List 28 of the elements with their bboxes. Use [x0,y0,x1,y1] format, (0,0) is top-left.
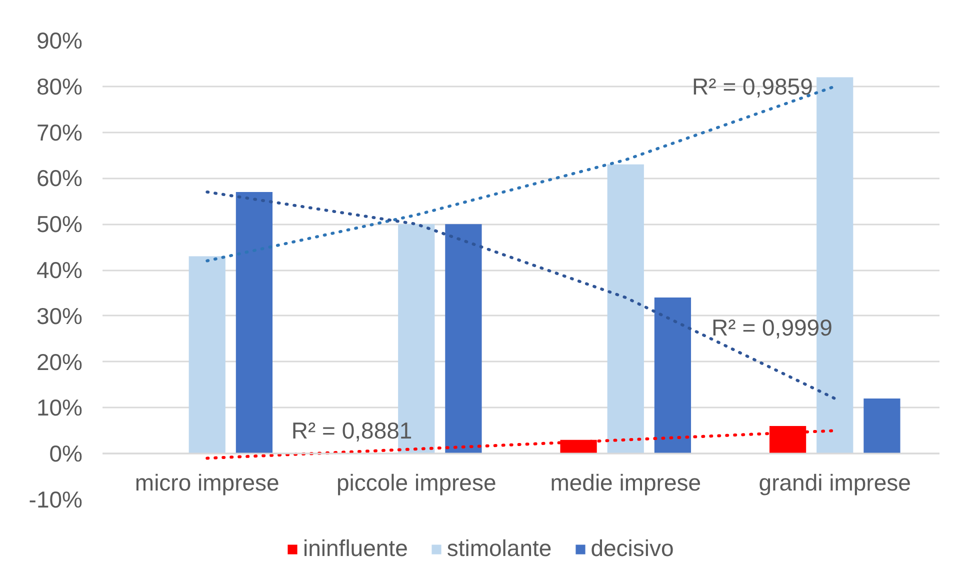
y-tick-label: 20% [36,348,83,375]
y-tick-label: 80% [36,73,83,100]
y-tick-label: 30% [36,302,83,329]
y-tick-label: 40% [36,257,83,283]
x-tick-label: piccole imprese [336,470,496,496]
line-series [206,190,836,400]
legend-label: stimolante [446,535,552,562]
y-tick-label: 50% [36,211,83,238]
annotation: R² = 0,9859 [692,73,813,100]
annotation: R² = 0,9999 [712,314,832,340]
x-tick-label: micro imprese [134,470,280,496]
y-tick-label: 10% [36,394,83,421]
bar [654,298,692,454]
y-tick-label: 90% [36,28,83,54]
y-tick-label: 0% [49,440,83,467]
bar [607,164,644,454]
x-tick-label: medie imprese [550,470,702,496]
bar [188,256,226,454]
legend-label: ininfluente [303,535,408,562]
y-tick-label: 60% [36,165,83,192]
x-tick-label: grandi imprese [758,470,911,496]
annotation: R² = 0,8881 [291,418,412,444]
y-tick-label: 70% [36,119,83,146]
legend-label: decisivo [590,535,674,562]
bar [445,224,482,454]
bar [236,192,273,454]
y-tick-label: -10% [28,486,83,512]
bar [864,398,900,454]
